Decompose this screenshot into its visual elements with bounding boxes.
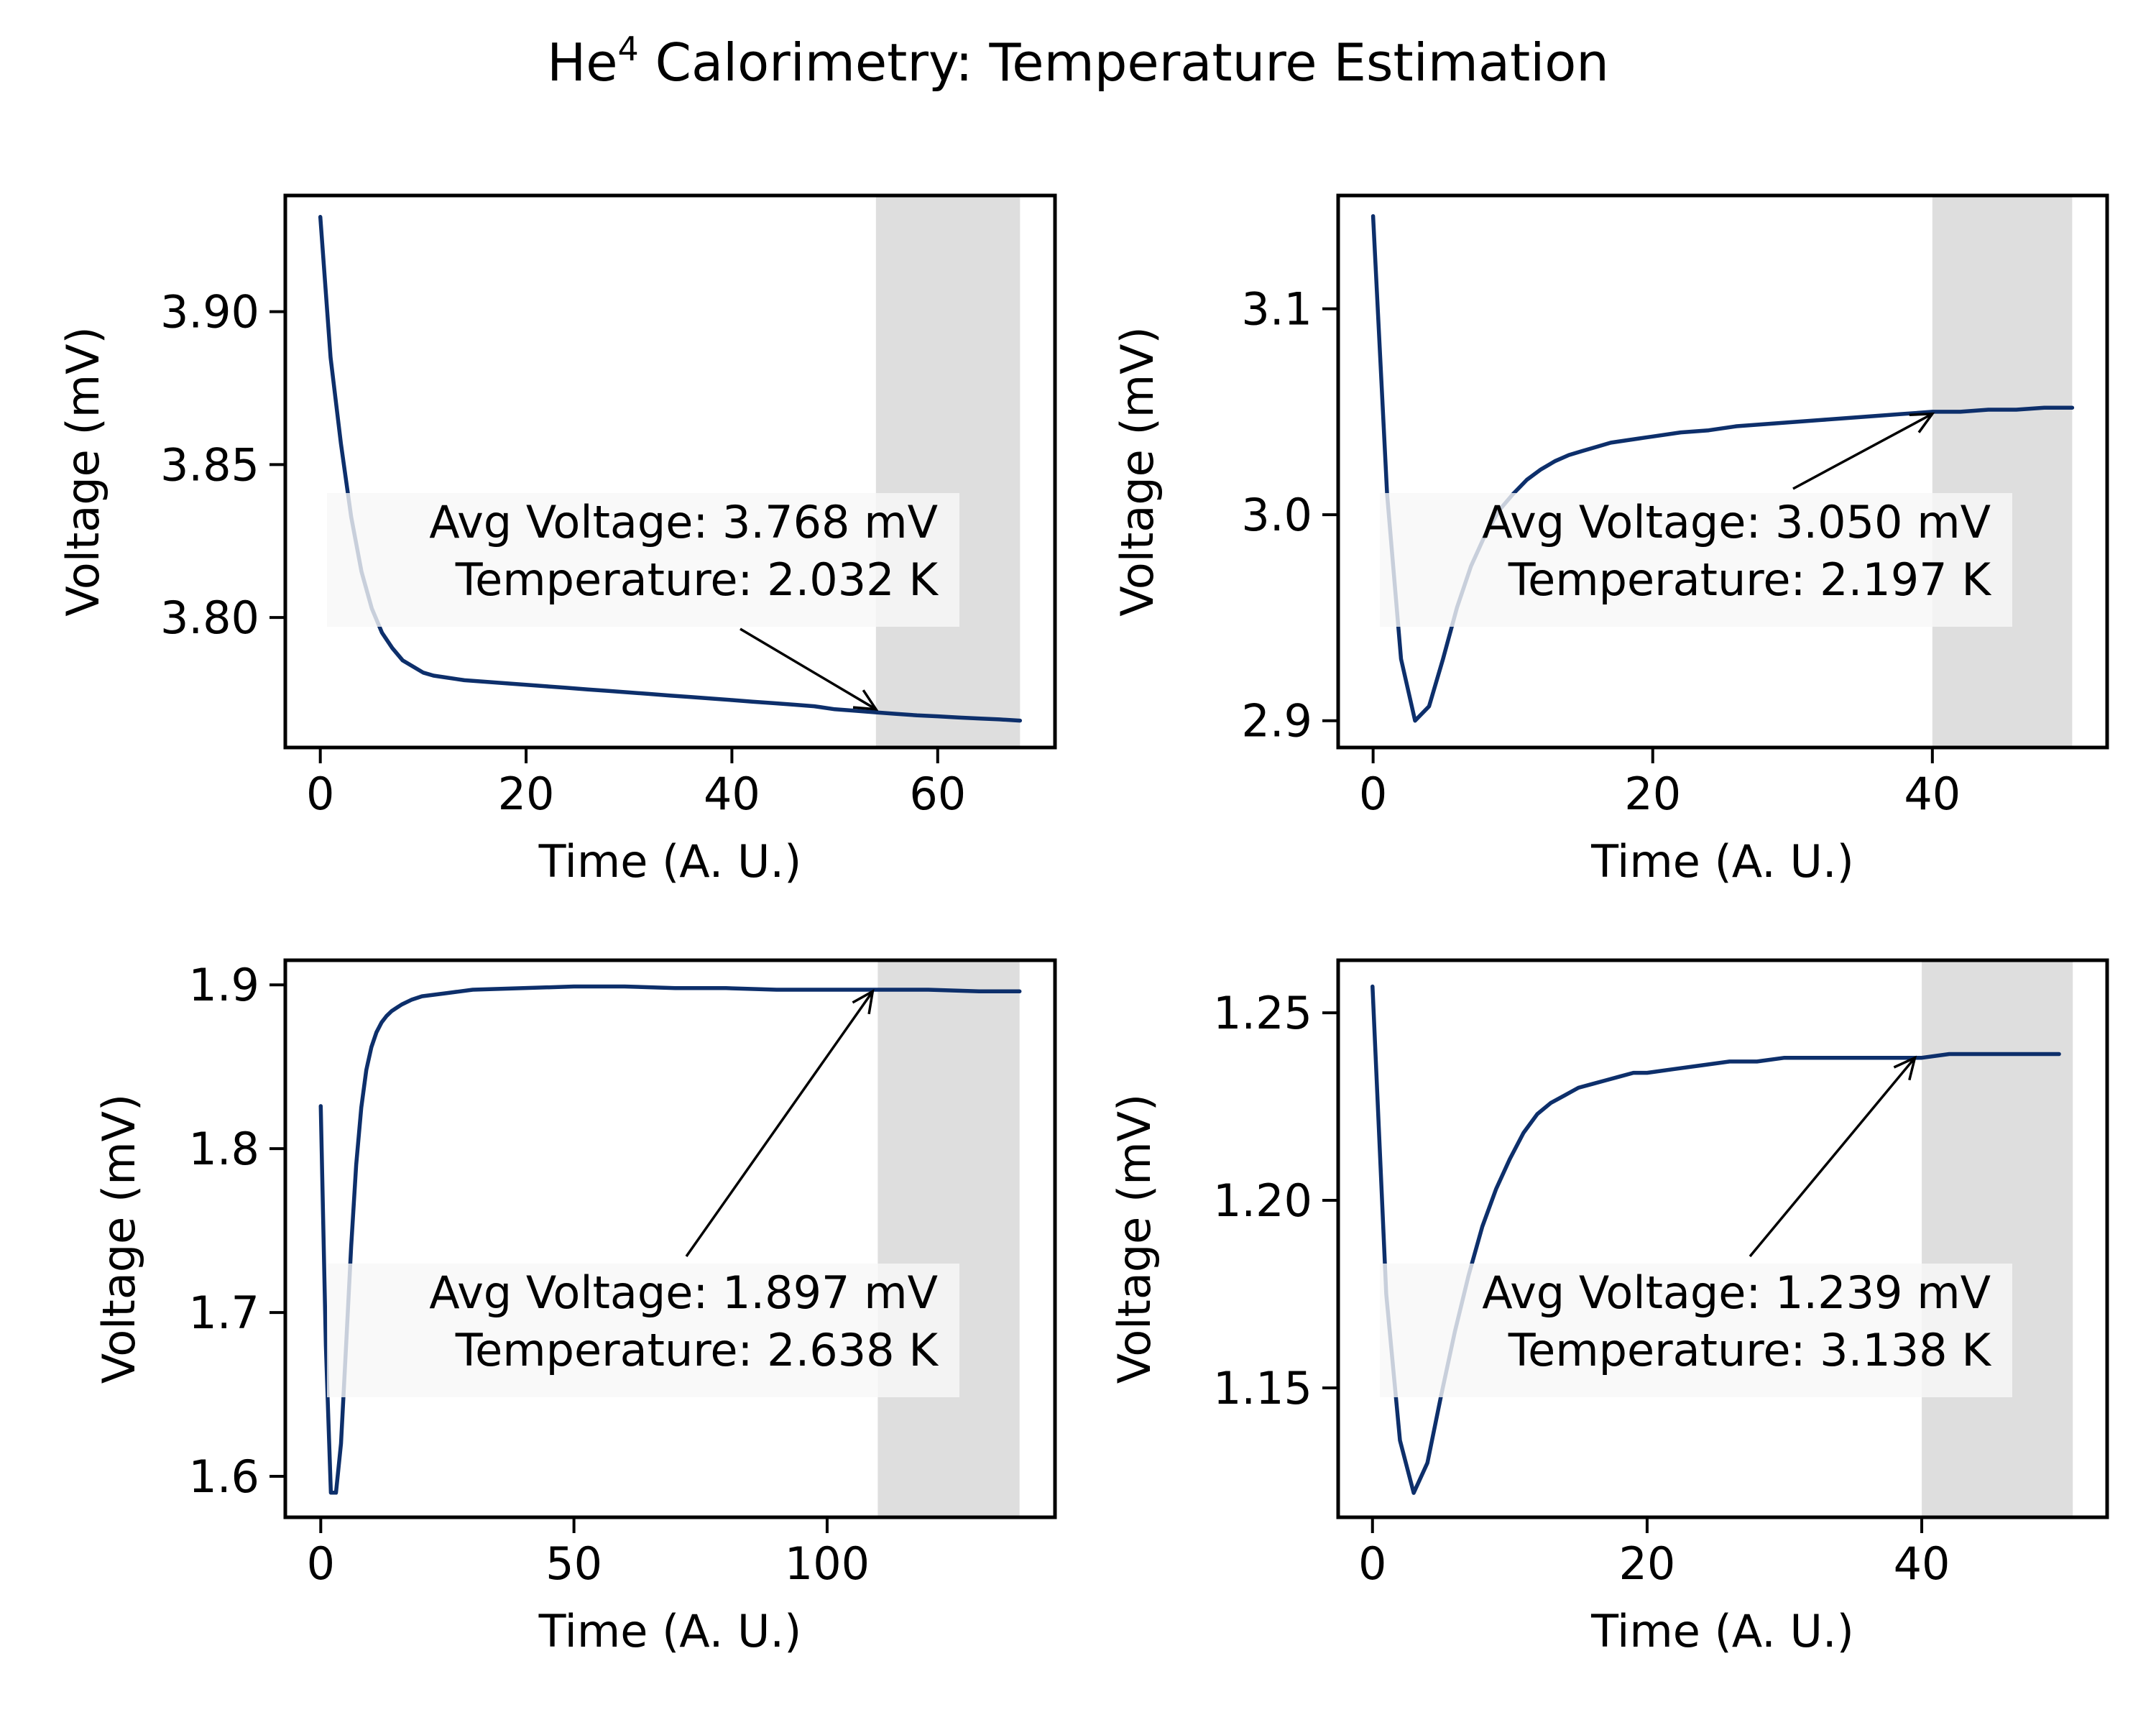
annotation-avg-voltage: Avg Voltage: 1.239 mV xyxy=(1482,1266,1991,1319)
axes-frame xyxy=(283,193,1057,750)
y-tick-label: 2.9 xyxy=(1241,695,1312,748)
annotation-box xyxy=(1380,493,2012,627)
x-tick-label: 0 xyxy=(307,1537,335,1590)
x-axis-label: Time (A. U.) xyxy=(1590,835,1854,888)
y-tick-label: 1.25 xyxy=(1213,987,1312,1039)
annotation-box xyxy=(327,493,959,627)
axes-frame xyxy=(1336,958,2109,1519)
y-tick-label: 1.20 xyxy=(1213,1174,1312,1227)
y-tick-label: 3.0 xyxy=(1241,489,1312,541)
annotation-arrow-shaft xyxy=(740,627,877,711)
x-tick-label: 60 xyxy=(909,768,966,820)
y-tick-label: 1.8 xyxy=(188,1123,259,1175)
x-tick-label: 20 xyxy=(498,768,555,820)
y-tick-label: 1.6 xyxy=(188,1450,259,1503)
subplot-grid: 0 20 40 60 3.80 3.85 3.90 Time (A. U.) Voltage (… xyxy=(57,193,2109,1657)
annotation-avg-voltage: Avg Voltage: 3.050 mV xyxy=(1482,496,1991,548)
figure-title-main: He xyxy=(547,32,617,93)
annotation-temperature: Temperature: 2.197 K xyxy=(1508,553,1992,606)
annotation-box xyxy=(1380,1264,2012,1397)
x-tick-label: 0 xyxy=(1358,1537,1386,1590)
axes-frame xyxy=(1336,193,2109,750)
annotation-arrow-head xyxy=(852,689,879,711)
y-tick-label: 3.85 xyxy=(160,438,259,491)
figure-title: He4 Calorimetry: Temperature Estimation xyxy=(547,29,1609,93)
x-tick-label: 40 xyxy=(704,768,760,820)
annotation-arrow-head xyxy=(1909,412,1935,433)
subplot-1: 0 20 40 60 3.80 3.85 3.90 Time (A. U.) Voltage (… xyxy=(57,193,1057,888)
figure-title-rest: Calorimetry: Temperature Estimation xyxy=(639,32,1609,93)
x-tick-label: 100 xyxy=(785,1537,870,1590)
y-axis-label: Voltage (mV) xyxy=(93,1094,145,1384)
y-tick-label: 1.9 xyxy=(188,959,259,1011)
x-tick-label: 0 xyxy=(1359,768,1387,820)
annotation-avg-voltage: Avg Voltage: 3.768 mV xyxy=(429,496,938,548)
x-axis-label: Time (A. U.) xyxy=(1590,1605,1854,1657)
x-axis-label: Time (A. U.) xyxy=(538,835,802,888)
x-tick-label: 20 xyxy=(1618,1537,1675,1590)
y-axis-label: Voltage (mV) xyxy=(1111,326,1164,616)
x-axis-label: Time (A. U.) xyxy=(538,1605,802,1657)
voltage-series-line xyxy=(318,215,1023,723)
y-tick-label: 1.7 xyxy=(188,1287,259,1339)
x-tick-label: 20 xyxy=(1624,768,1681,820)
subplot-2: 0 20 40 2.9 3.0 3.1 Time (A. U.) Voltage (mV) Av… xyxy=(1111,193,2109,888)
annotation-arrow-head xyxy=(1893,1055,1917,1081)
annotation-avg-voltage: Avg Voltage: 1.897 mV xyxy=(429,1266,938,1319)
y-tick-label: 3.90 xyxy=(160,286,259,339)
x-tick-label: 0 xyxy=(306,768,334,820)
annotation-temperature: Temperature: 2.032 K xyxy=(455,553,939,606)
annotation-arrow-shaft xyxy=(685,990,874,1258)
averaging-window-shade xyxy=(1932,196,2073,748)
y-axis-label: Voltage (mV) xyxy=(1108,1094,1161,1384)
axes-frame xyxy=(283,958,1057,1519)
x-tick-label: 40 xyxy=(1904,768,1961,820)
y-tick-label: 3.1 xyxy=(1241,283,1312,336)
averaging-window-shade xyxy=(1922,960,2073,1517)
y-tick-label: 1.15 xyxy=(1213,1362,1312,1414)
annotation-temperature: Temperature: 2.638 K xyxy=(455,1324,939,1376)
averaging-window-shade xyxy=(877,960,1020,1517)
annotation-arrow-shaft xyxy=(1749,1057,1916,1258)
subplot-3: 0 50 100 1.6 1.7 1.8 1.9 Time (A. U.) Voltage (m… xyxy=(93,958,1057,1657)
annotation-box xyxy=(327,1264,959,1397)
y-tick-label: 3.80 xyxy=(160,592,259,644)
annotation-arrow-shaft xyxy=(1792,413,1933,490)
subplot-4: 0 20 40 1.15 1.20 1.25 Time (A. U.) Voltage (mV… xyxy=(1108,958,2109,1657)
x-tick-label: 50 xyxy=(545,1537,602,1590)
annotation-temperature: Temperature: 3.138 K xyxy=(1508,1324,1992,1376)
averaging-window-shade xyxy=(875,196,1021,748)
figure-title-superscript: 4 xyxy=(618,29,639,68)
annotation-arrow-head xyxy=(852,988,875,1015)
x-tick-label: 40 xyxy=(1894,1537,1950,1590)
y-axis-label: Voltage (mV) xyxy=(57,326,109,616)
